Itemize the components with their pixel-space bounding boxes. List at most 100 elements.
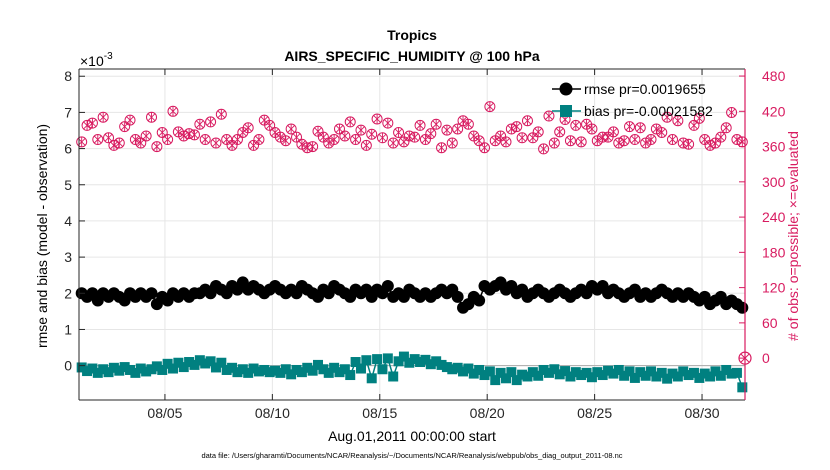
bias-point — [554, 369, 565, 380]
bias-point — [307, 365, 318, 376]
obs-point — [720, 122, 732, 134]
obs-point — [666, 134, 678, 146]
x-axis-label: Aug.01,2011 00:00:00 start — [328, 428, 496, 444]
bias-point — [570, 367, 581, 378]
bias-point — [114, 365, 125, 376]
obs-point — [586, 123, 598, 135]
bias-point — [372, 354, 383, 365]
obs-point — [554, 126, 566, 138]
bias-point — [522, 371, 533, 382]
y-right-tick-label: 480 — [762, 68, 786, 84]
obs-point — [146, 111, 158, 123]
bias-point — [592, 367, 603, 378]
obs-point — [624, 121, 636, 133]
obs-point — [124, 114, 136, 126]
obs-point — [97, 111, 109, 123]
bias-point — [581, 367, 592, 378]
obs-point — [521, 115, 533, 127]
y-right-tick-label: 60 — [762, 315, 778, 331]
bias-point — [543, 367, 554, 378]
rmse-point — [381, 280, 394, 293]
bias-point — [275, 367, 286, 378]
bias-point — [474, 364, 485, 375]
obs-point — [409, 131, 421, 143]
obs-point — [704, 139, 716, 151]
obs-point — [634, 122, 646, 134]
bias-point — [511, 375, 522, 386]
obs-point — [479, 142, 491, 154]
obs-point — [393, 126, 405, 138]
y-axis-left-label: rmse and bias (model - observation) — [34, 124, 50, 348]
bias-point — [130, 367, 141, 378]
bias-point — [302, 362, 313, 373]
bias-point — [506, 367, 517, 378]
bias-point — [425, 359, 436, 370]
obs-point — [350, 134, 362, 146]
obs-point — [683, 138, 695, 150]
obs-point — [162, 134, 174, 146]
obs-point — [188, 129, 200, 141]
obs-point — [570, 119, 582, 131]
obs-point — [441, 124, 453, 136]
bias-point — [103, 367, 114, 378]
y-left-tick-label: 8 — [64, 68, 72, 84]
y-right-tick-label: 360 — [762, 139, 786, 155]
bias-point — [694, 372, 705, 383]
obs-point — [231, 134, 243, 146]
bias-point — [662, 373, 673, 384]
y-left-tick-label: 0 — [64, 358, 72, 374]
legend-rmse-marker — [559, 82, 573, 96]
bias-point — [490, 375, 501, 386]
obs-point — [151, 141, 163, 153]
bias-point — [479, 370, 490, 381]
legend-bias-label: bias pr=-0.00021582 — [584, 103, 713, 119]
bias-point — [672, 371, 683, 382]
bias-point — [608, 368, 619, 379]
bias-point — [721, 364, 732, 375]
bias-point — [227, 362, 238, 373]
bias-point — [286, 369, 297, 380]
bias-point — [624, 366, 635, 377]
obs-point — [371, 113, 383, 125]
bias-point — [586, 372, 597, 383]
bias-point — [280, 364, 291, 375]
bias-point — [157, 364, 168, 375]
bias-point — [667, 368, 678, 379]
obs-point — [264, 119, 276, 131]
bias-point — [517, 369, 528, 380]
obs-point — [86, 117, 98, 129]
bias-point — [560, 366, 571, 377]
obs-point — [629, 134, 641, 146]
y-left-tick-label: 5 — [64, 177, 72, 193]
obs-point — [473, 135, 485, 147]
bias-point — [484, 366, 495, 377]
x-tick-label: 08/20 — [470, 405, 505, 421]
bias-point — [646, 366, 657, 377]
obs-point — [140, 130, 152, 142]
bias-point — [447, 364, 458, 375]
bias-point — [189, 359, 200, 370]
bias-point — [87, 363, 98, 374]
bias-point — [345, 370, 356, 381]
obs-point — [516, 132, 528, 144]
rmse-point — [736, 301, 749, 314]
bias-point — [98, 364, 109, 375]
bias-point — [178, 362, 189, 373]
bias-point — [135, 363, 146, 374]
y-right-tick-label: 420 — [762, 103, 786, 119]
y-right-tick-label: 300 — [762, 174, 786, 190]
obs-point — [693, 112, 705, 124]
obs-point — [661, 111, 673, 123]
rmse-point — [145, 287, 158, 300]
bias-point — [549, 364, 560, 375]
y-left-tick-label: 7 — [64, 104, 72, 120]
obs-point — [564, 135, 576, 147]
obs-point — [500, 136, 512, 148]
obs-point — [215, 108, 227, 120]
obs-point — [242, 122, 254, 134]
bias-point — [737, 382, 748, 393]
bias-point — [92, 367, 103, 378]
bias-point — [318, 364, 329, 375]
y-exponent-label: ×10-3 — [80, 51, 113, 69]
